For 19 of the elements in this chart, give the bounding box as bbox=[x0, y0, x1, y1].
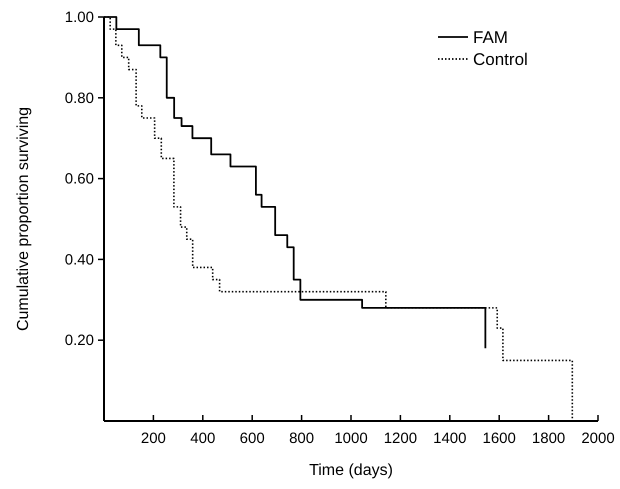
x-axis-title: Time (days) bbox=[309, 462, 393, 479]
x-tick-label: 600 bbox=[240, 430, 265, 447]
x-tick-label: 1400 bbox=[433, 430, 466, 447]
y-tick-label: 0.60 bbox=[64, 170, 94, 188]
legend-label: FAM bbox=[473, 28, 508, 47]
y-tick-label: 0.80 bbox=[64, 90, 94, 107]
x-tick-label: 1800 bbox=[532, 430, 566, 447]
y-tick-label: 0.20 bbox=[64, 332, 94, 350]
y-tick-label: 0.40 bbox=[64, 251, 94, 268]
y-axis-title: Cumulative proportion surviving bbox=[15, 106, 32, 332]
x-tick-label: 2000 bbox=[581, 430, 615, 447]
legend-label: Control bbox=[473, 50, 528, 69]
x-tick-label: 400 bbox=[190, 430, 216, 447]
x-tick-label: 1000 bbox=[334, 430, 368, 447]
x-tick-label: 800 bbox=[289, 430, 314, 447]
x-tick-label: 200 bbox=[140, 430, 166, 447]
x-tick-label: 1200 bbox=[384, 430, 418, 447]
x-tick-label: 1600 bbox=[482, 430, 516, 447]
y-tick-label: 1.00 bbox=[64, 9, 94, 26]
